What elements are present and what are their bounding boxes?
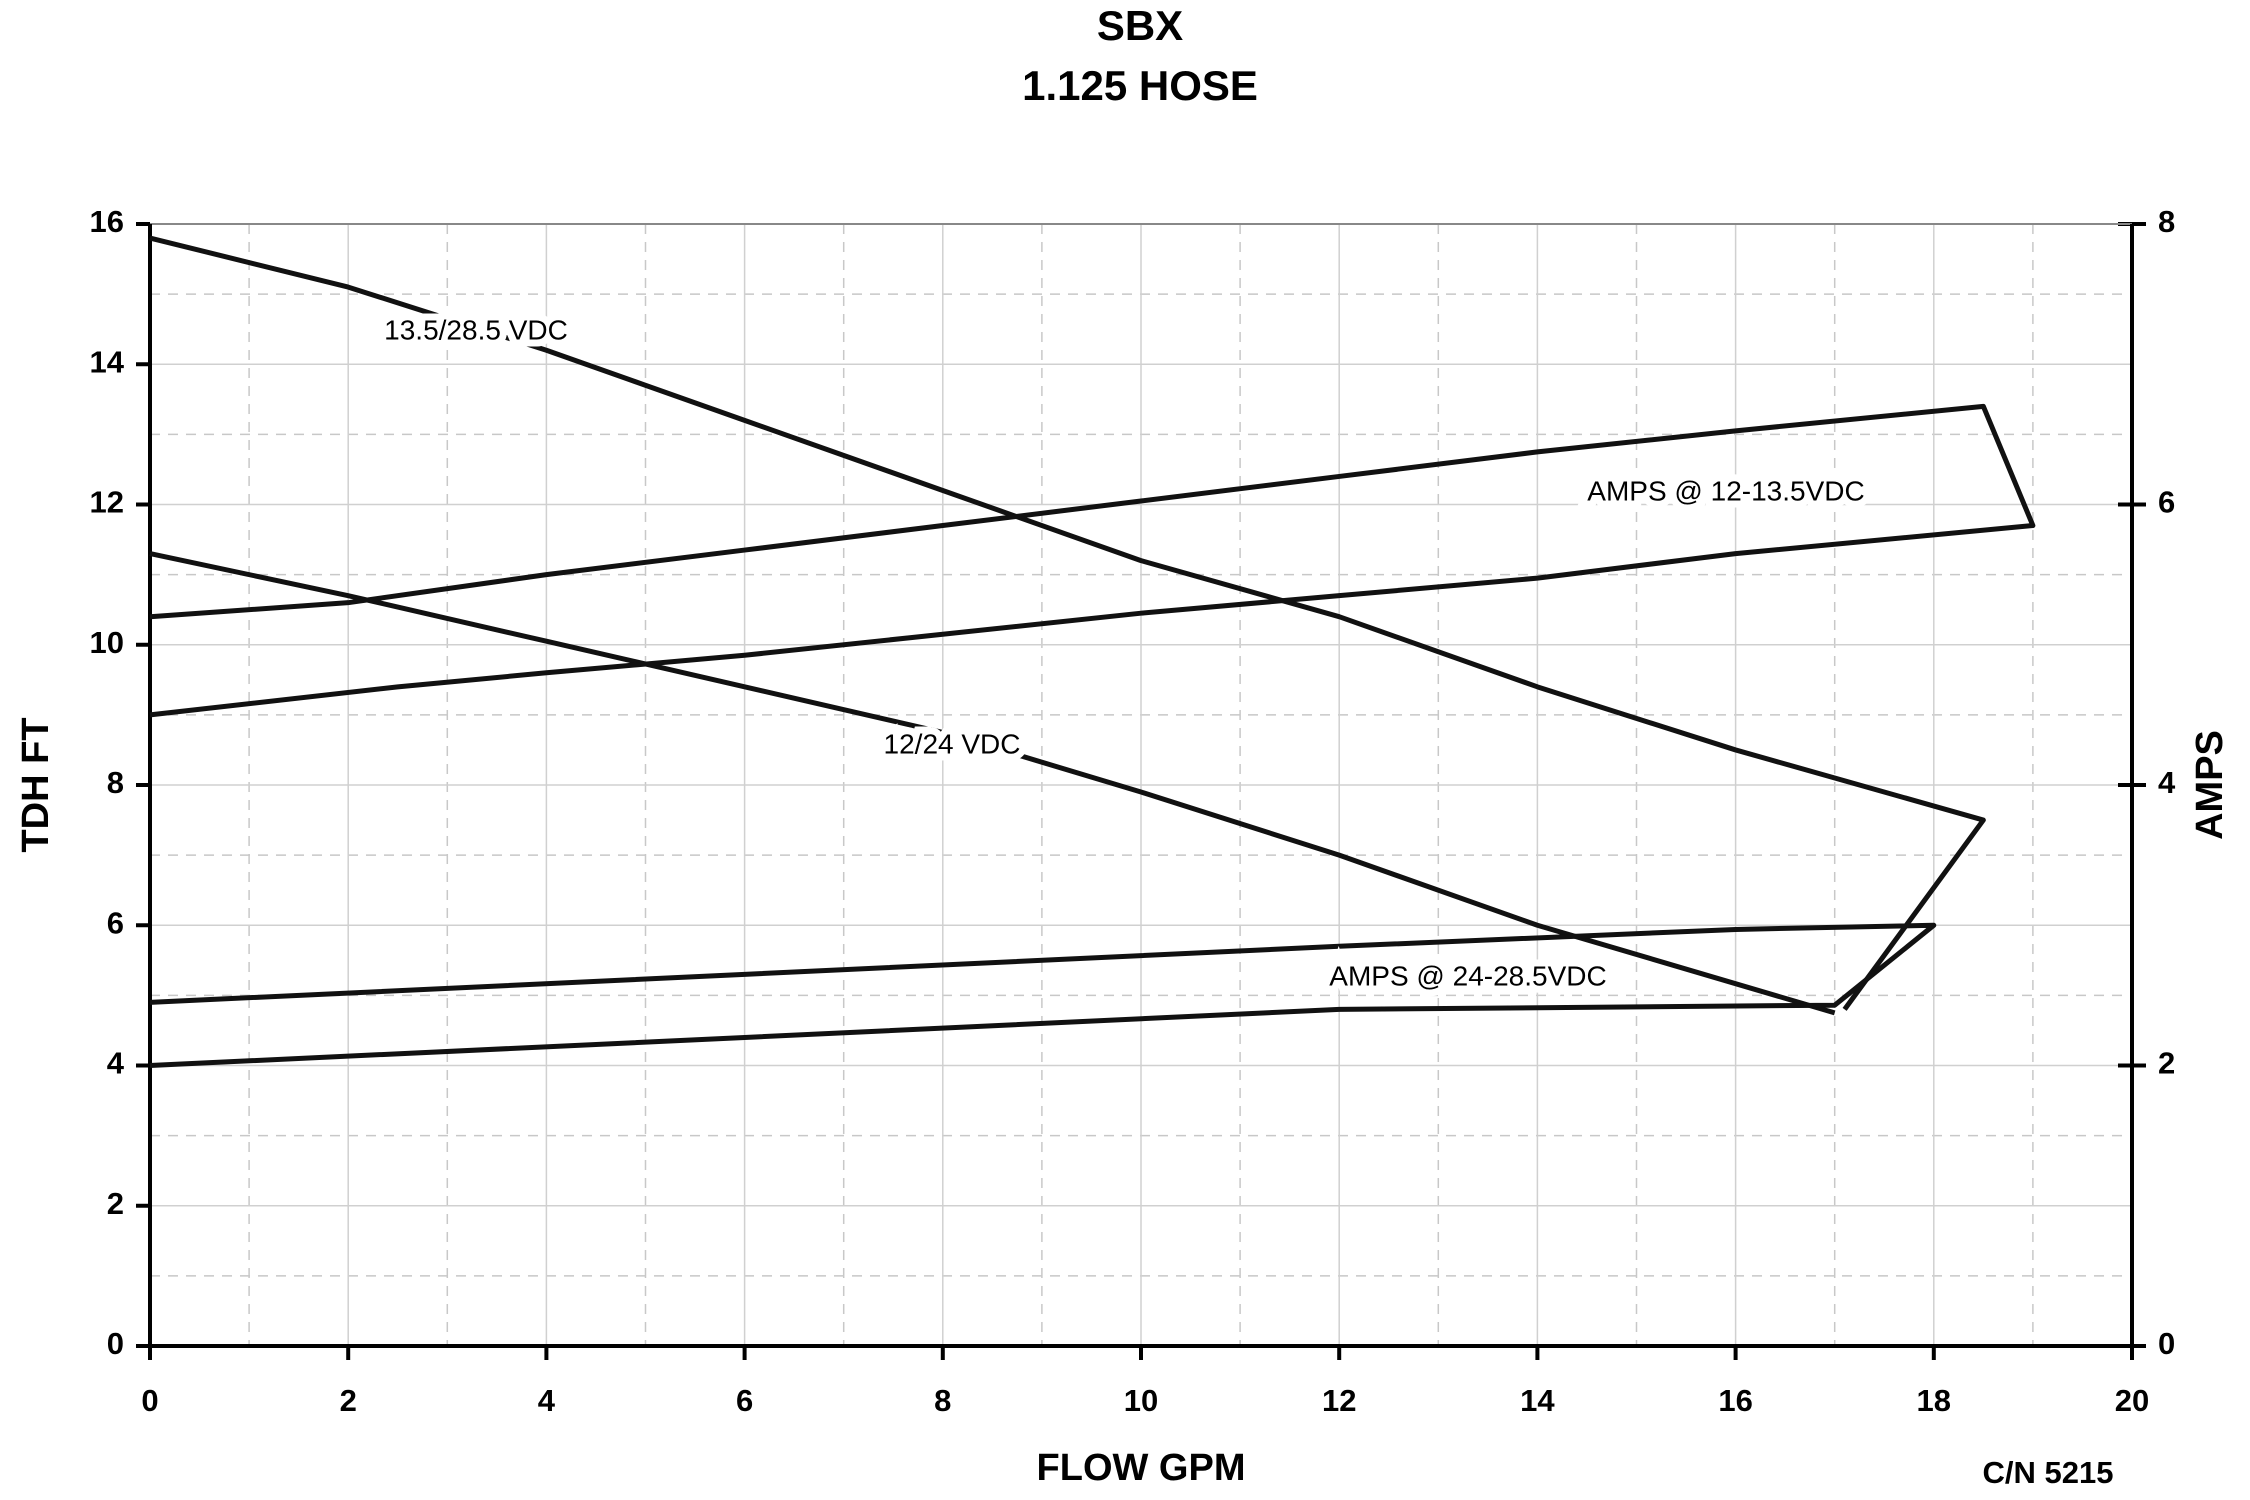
y-axis-label: TDH FT	[15, 717, 57, 852]
x-tick-label: 10	[1124, 1383, 1158, 1418]
series-line	[149, 922, 1937, 1068]
chart-subtitle: 1.125 HOSE	[1022, 62, 1258, 109]
x-tick-label: 6	[736, 1383, 753, 1418]
y2-tick-label: 2	[2158, 1046, 2175, 1081]
x-axis-label: FLOW GPM	[1037, 1447, 1246, 1489]
y2-tick-label: 8	[2158, 204, 2175, 239]
y-tick-label: 14	[90, 344, 125, 379]
y2-tick-label: 6	[2158, 485, 2175, 520]
x-tick-label: 0	[141, 1383, 158, 1418]
x-tick-label: 8	[934, 1383, 951, 1418]
series-line	[149, 235, 1986, 1011]
y-tick-label: 0	[107, 1326, 124, 1361]
y2-tick-label: 0	[2158, 1326, 2175, 1361]
x-tick-label: 2	[340, 1383, 357, 1418]
y-tick-label: 12	[90, 485, 124, 520]
chart-title: SBX	[1097, 2, 1183, 49]
y-tick-label: 2	[107, 1186, 124, 1221]
y-tick-label: 6	[107, 905, 124, 940]
series-line	[149, 551, 1836, 1016]
series-line	[149, 403, 2036, 718]
y-tick-label: 8	[107, 765, 124, 800]
series-label: 13.5/28.5 VDC	[384, 314, 568, 345]
x-tick-label: 12	[1322, 1383, 1356, 1418]
series-label: AMPS @ 12-13.5VDC	[1587, 475, 1864, 506]
x-tick-label: 14	[1520, 1383, 1555, 1418]
y-tick-label: 4	[107, 1046, 125, 1081]
series-label: 12/24 VDC	[884, 728, 1021, 759]
x-tick-label: 18	[1917, 1383, 1951, 1418]
x-tick-label: 20	[2115, 1383, 2149, 1418]
x-tick-label: 16	[1718, 1383, 1752, 1418]
x-tick-label: 4	[538, 1383, 556, 1418]
y2-axis-label: AMPS	[2189, 730, 2231, 840]
y-tick-label: 10	[90, 625, 124, 660]
series-label: AMPS @ 24-28.5VDC	[1329, 960, 1606, 991]
y2-tick-label: 4	[2158, 765, 2176, 800]
annotation: C/N 5215	[1983, 1455, 2114, 1490]
y-tick-label: 16	[90, 204, 124, 239]
